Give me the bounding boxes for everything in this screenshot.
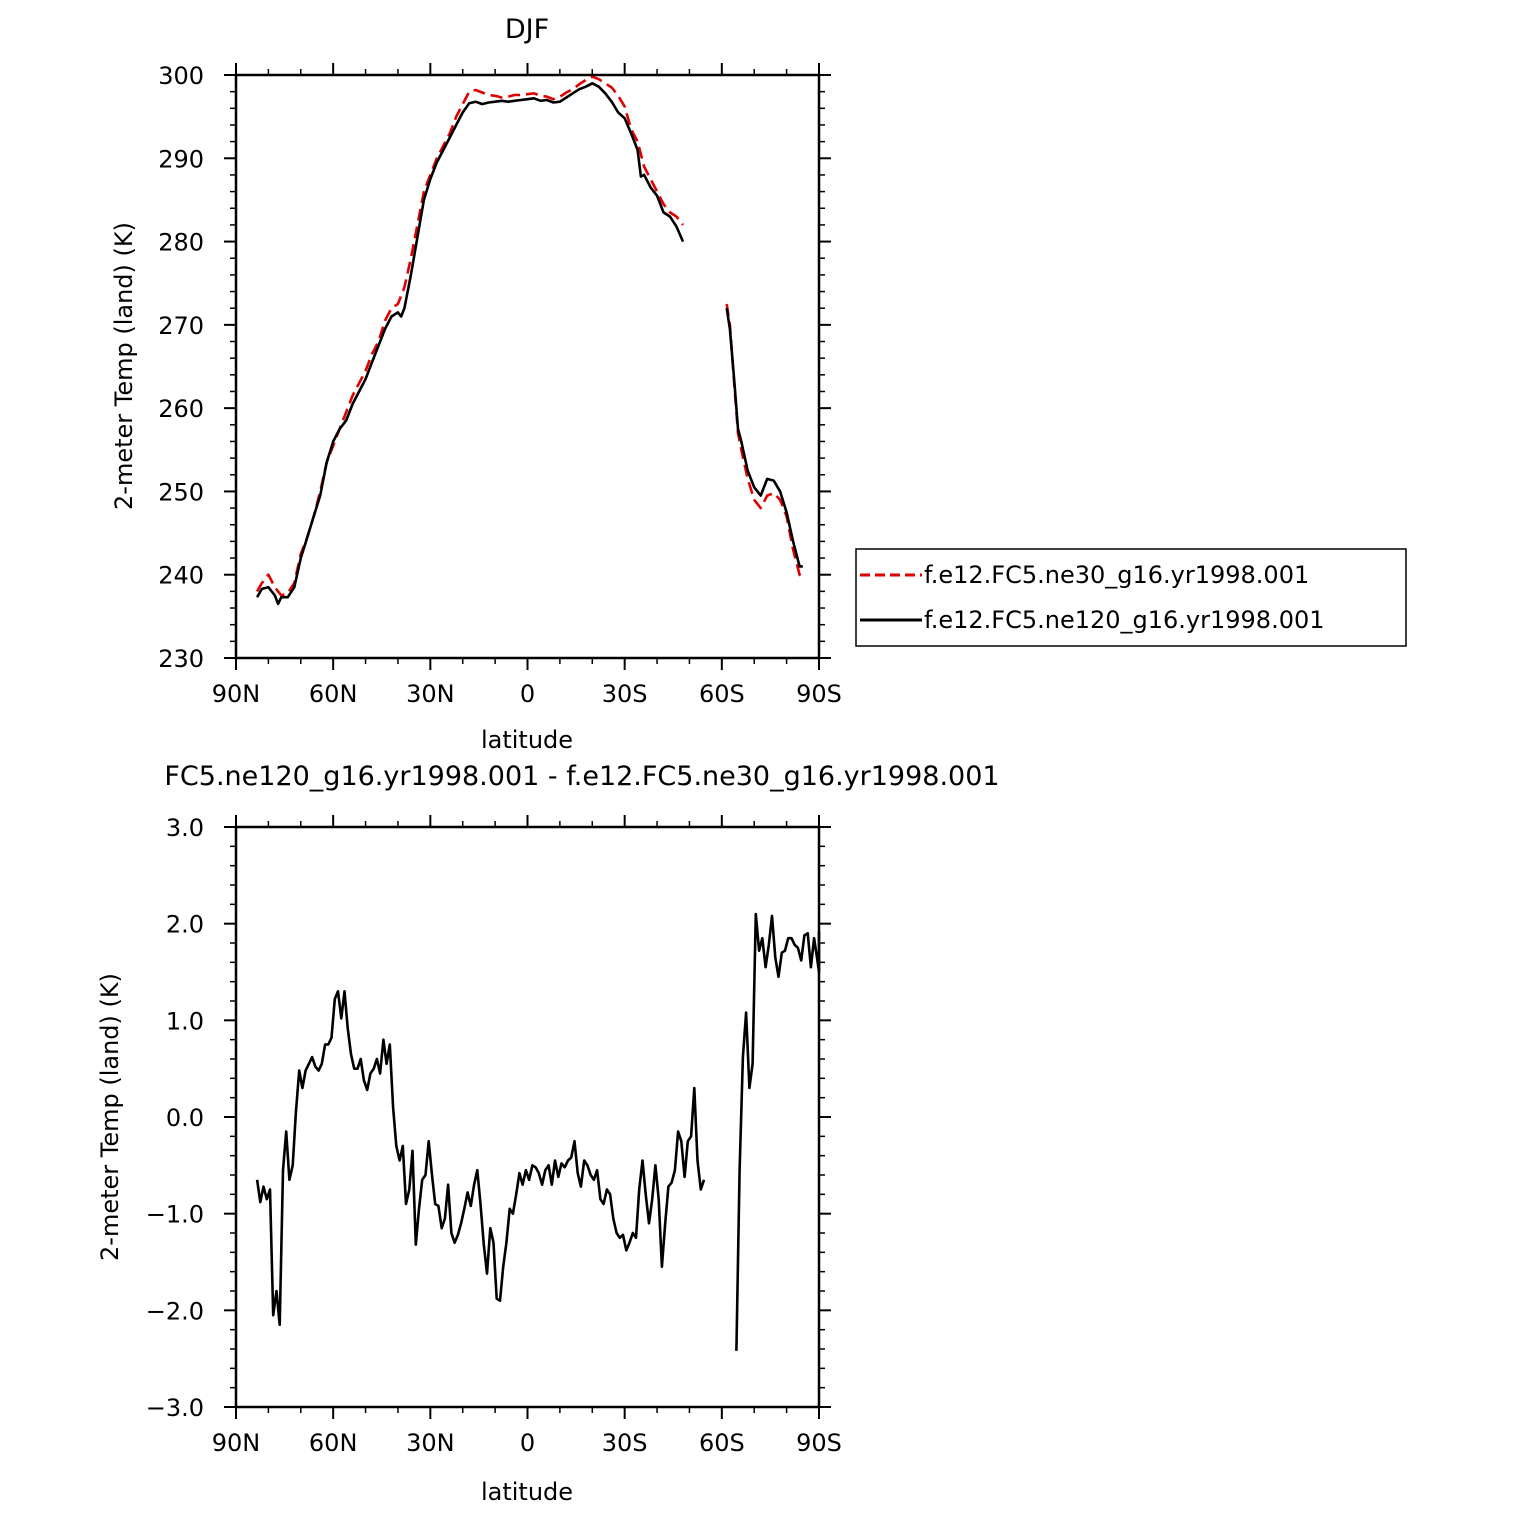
x-tick-label: 90N	[212, 1429, 261, 1457]
x-tick-label: 60N	[309, 680, 358, 708]
x-tick-label: 90S	[796, 680, 842, 708]
x-tick-label: 60S	[699, 1429, 745, 1457]
series-line-0	[255, 989, 706, 1327]
series-line-0	[255, 75, 685, 597]
top-panel: DJF 90N 60N 30N 0 30S 60S 90S 230 240 250 260 270 28…	[110, 14, 1407, 754]
y-tick-label: 260	[158, 395, 204, 423]
bottom-axis-ticks: 90N 60N 30N 0 30S 60S 90S −3.0 −2.0 −1.0 0.0 1.0 2.0…	[146, 814, 842, 1457]
bottom-y-axis-label: 2-meter Temp (land) (K)	[96, 973, 124, 1261]
x-tick-label: 90S	[796, 1429, 842, 1457]
y-tick-label: 2.0	[166, 911, 204, 939]
x-tick-label: 60N	[309, 1429, 358, 1457]
y-tick-label: 300	[158, 62, 204, 90]
bottom-panel: FC5.ne120_g16.yr1998.001 - f.e12.FC5.ne3…	[96, 761, 1000, 1506]
y-tick-label: −1.0	[146, 1201, 204, 1229]
top-x-axis-label: latitude	[481, 726, 573, 754]
legend-box	[855, 548, 1407, 647]
bottom-plot-series	[255, 912, 821, 1351]
y-tick-label: 290	[158, 145, 204, 173]
top-plot-frame	[234, 73, 821, 660]
x-tick-label: 30N	[406, 680, 455, 708]
x-tick-label: 0	[520, 680, 535, 708]
series-line-1	[255, 82, 685, 606]
top-plot-series	[255, 75, 804, 606]
top-axis-ticks: 90N 60N 30N 0 30S 60S 90S 230 240 250 260 270 280 290…	[158, 62, 842, 708]
legend: f.e12.FC5.ne30_g16.yr1998.001 f.e12.FC5.…	[855, 548, 1407, 647]
y-tick-label: 250	[158, 478, 204, 506]
x-tick-label: 90N	[212, 680, 261, 708]
y-tick-label: 1.0	[166, 1007, 204, 1035]
y-tick-label: 280	[158, 229, 204, 257]
series-line-0	[735, 912, 821, 1351]
x-tick-label: 0	[520, 1429, 535, 1457]
x-tick-label: 30N	[406, 1429, 455, 1457]
y-tick-label: 270	[158, 312, 204, 340]
legend-label-ne120: f.e12.FC5.ne120_g16.yr1998.001	[924, 606, 1325, 634]
bottom-chart-title: FC5.ne120_g16.yr1998.001 - f.e12.FC5.ne3…	[164, 761, 999, 792]
y-tick-label: 230	[158, 645, 204, 673]
x-tick-label: 30S	[602, 1429, 648, 1457]
series-line-1	[725, 308, 803, 568]
y-tick-label: 0.0	[166, 1104, 204, 1132]
top-y-axis-label: 2-meter Temp (land) (K)	[110, 222, 138, 510]
bottom-plot-frame	[234, 825, 821, 1409]
y-tick-label: 240	[158, 562, 204, 590]
top-chart-title: DJF	[505, 14, 549, 45]
x-tick-label: 60S	[699, 680, 745, 708]
x-tick-label: 30S	[602, 680, 648, 708]
y-tick-label: −2.0	[146, 1297, 204, 1325]
y-tick-label: −3.0	[146, 1394, 204, 1422]
legend-label-ne30: f.e12.FC5.ne30_g16.yr1998.001	[924, 561, 1309, 589]
y-tick-label: 3.0	[166, 814, 204, 842]
bottom-x-axis-label: latitude	[481, 1478, 573, 1506]
